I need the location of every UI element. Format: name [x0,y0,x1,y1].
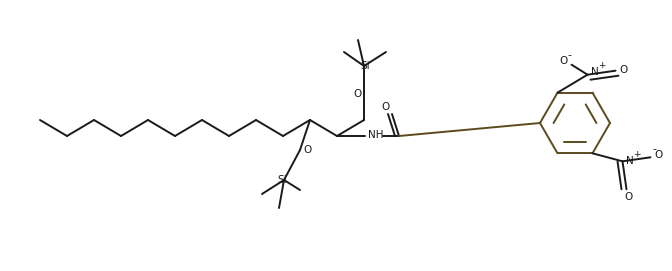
Text: Si: Si [277,175,287,185]
Text: O: O [655,150,663,160]
Text: N: N [626,156,634,166]
Text: -: - [567,50,571,60]
Text: O: O [304,145,312,155]
Text: O: O [381,102,389,112]
Text: O: O [624,192,632,202]
Text: O: O [354,89,362,99]
Text: O: O [620,65,628,75]
Text: +: + [598,61,605,70]
Text: O: O [559,56,568,66]
Text: +: + [633,150,640,159]
Text: Si: Si [360,61,370,71]
Text: NH: NH [368,130,384,140]
Text: -: - [653,144,657,154]
Text: N: N [591,67,598,77]
